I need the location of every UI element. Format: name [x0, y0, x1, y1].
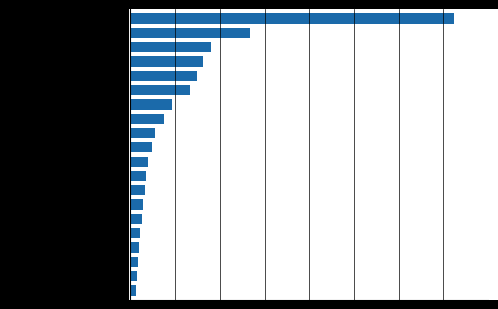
- Bar: [130, 85, 190, 95]
- Bar: [130, 42, 211, 52]
- Bar: [130, 271, 137, 281]
- Bar: [130, 13, 454, 24]
- Bar: [130, 171, 146, 181]
- Bar: [130, 56, 203, 67]
- Bar: [130, 71, 197, 81]
- Bar: [130, 185, 144, 195]
- Bar: [130, 28, 249, 38]
- Bar: [130, 156, 148, 167]
- Bar: [130, 128, 155, 138]
- Bar: [130, 285, 136, 296]
- Bar: [130, 228, 140, 238]
- Bar: [130, 142, 152, 153]
- Bar: [130, 114, 164, 124]
- Bar: [130, 214, 141, 224]
- Bar: [130, 99, 172, 110]
- Bar: [130, 199, 143, 210]
- Bar: [130, 242, 139, 253]
- Bar: [130, 257, 138, 267]
